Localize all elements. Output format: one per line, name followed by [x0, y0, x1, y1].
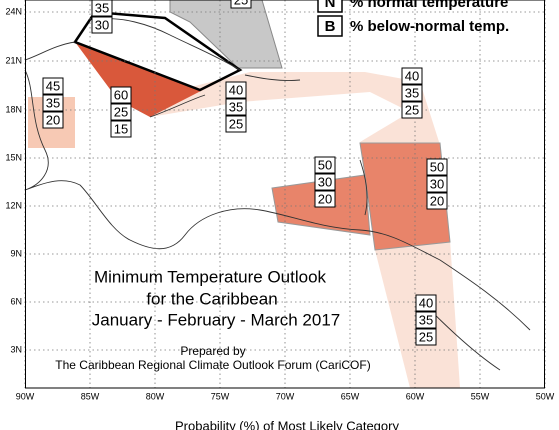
prob-box: [42, 94, 64, 112]
lat-label: 6N: [10, 296, 22, 306]
prob-value: 30: [318, 174, 332, 189]
prob-value: 25: [234, 0, 248, 7]
prob-value: 35: [419, 312, 433, 327]
lat-label: 24N: [5, 6, 22, 16]
footer: Probability (%) of Most Likely Category: [175, 418, 399, 430]
lon-label: 75W: [211, 391, 230, 401]
prob-value: 25: [229, 116, 243, 131]
lon-label: 90W: [16, 391, 35, 401]
lat-label: 15N: [5, 152, 22, 162]
prob-value: 25: [114, 104, 128, 119]
lat-label: 9N: [10, 248, 22, 258]
legend-key: N: [325, 0, 336, 11]
prob-value: 50: [430, 159, 444, 174]
legend-text: % normal temperature: [350, 0, 508, 11]
prob-box: [415, 294, 437, 312]
prob-box: [230, 0, 252, 9]
prob-box: [401, 84, 423, 102]
lon-label: 50W: [536, 391, 555, 401]
prob-box: [110, 120, 132, 138]
prob-value: 40: [229, 82, 243, 97]
coastline: [24, 18, 531, 371]
prob-box: [426, 158, 448, 176]
prob-value: 25: [419, 329, 433, 344]
lat-label: 21N: [5, 55, 22, 65]
prob-value: 45: [46, 78, 60, 93]
legend-key-box: [317, 0, 343, 13]
lat-label: 12N: [5, 200, 22, 210]
prob-box: [225, 81, 247, 99]
prob-value: 15: [114, 121, 128, 136]
lon-label: 60W: [406, 391, 425, 401]
prob-value: 30: [95, 17, 109, 32]
title-line: Minimum Temperature Outlook: [94, 267, 327, 286]
map-frame: [25, 0, 545, 389]
prob-value: 35: [229, 99, 243, 114]
prob-box: [225, 115, 247, 133]
prob-box: [110, 86, 132, 104]
prob-box: [110, 103, 132, 121]
prob-box: [42, 111, 64, 129]
prob-value: 35: [405, 85, 419, 100]
coastlines: [24, 18, 531, 371]
prob-box: [314, 190, 336, 208]
organization: The Caribbean Regional Climate Outlook F…: [55, 358, 370, 372]
prob-box: [426, 175, 448, 193]
prob-value: 20: [46, 112, 60, 127]
regions: [28, 0, 460, 388]
lon-label: 55W: [471, 391, 490, 401]
prob-value: 20: [318, 191, 332, 206]
prob-value: 25: [405, 102, 419, 117]
legend-text: % below-normal temp.: [350, 18, 509, 35]
legend-key-box: [317, 15, 343, 37]
prob-value: 35: [95, 0, 109, 15]
prob-value: 35: [46, 95, 60, 110]
title-line: for the Caribbean: [146, 289, 277, 308]
prob-box: [91, 0, 113, 17]
prob-value: 20: [430, 193, 444, 208]
lon-label: 65W: [341, 391, 360, 401]
prob-box: [426, 192, 448, 210]
lat-label: 18N: [5, 104, 22, 114]
prob-box: [91, 16, 113, 34]
prob-box: [401, 67, 423, 85]
title-line: January - February - March 2017: [92, 310, 341, 329]
prob-value: 30: [430, 176, 444, 191]
prob-value: 50: [318, 157, 332, 172]
legend-key: B: [325, 18, 336, 35]
prob-box: [415, 311, 437, 329]
prob-value: 40: [405, 68, 419, 83]
prob-value: 40: [419, 295, 433, 310]
prob-box: [314, 173, 336, 191]
lon-label: 80W: [146, 391, 165, 401]
lat-label: 3N: [10, 344, 22, 354]
prob-box: [401, 101, 423, 119]
lon-label: 85W: [81, 391, 100, 401]
prob-box: [314, 156, 336, 174]
lon-label: 70W: [276, 391, 295, 401]
prob-value: 60: [114, 87, 128, 102]
prepared-by: Prepared by: [180, 344, 245, 358]
prob-box: [42, 77, 64, 95]
prob-box: [225, 98, 247, 116]
prob-box: [415, 328, 437, 346]
